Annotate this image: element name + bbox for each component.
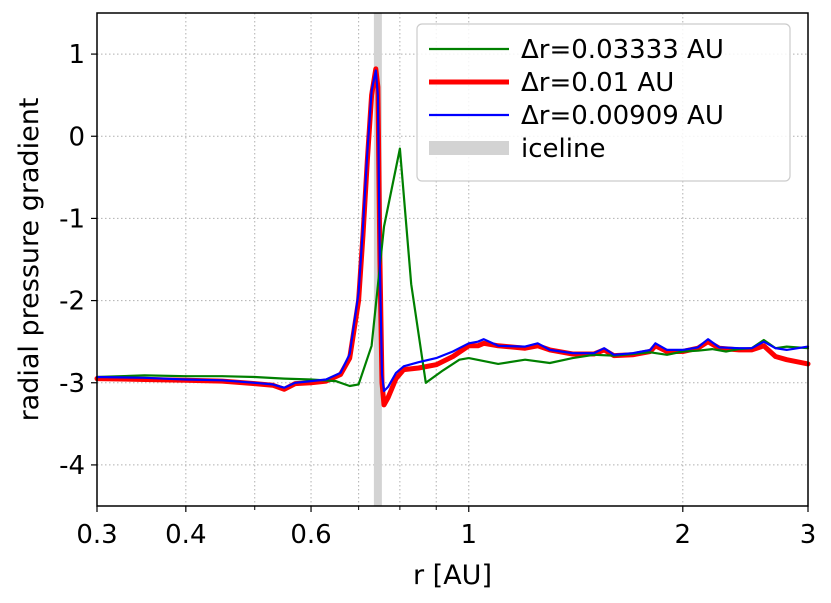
y-tick-label: -3 <box>59 369 85 399</box>
legend-box <box>416 23 791 182</box>
series-line-2 <box>94 66 811 408</box>
legend-swatch-iceline <box>429 141 509 155</box>
x-tick-label: 0.6 <box>290 520 331 550</box>
axis-ticks: 0.3 0.4 0.6 1 2 3 1 0 -1 -2 -3 -4 <box>59 40 816 550</box>
y-tick-label: -2 <box>59 287 85 317</box>
y-tick-label: -4 <box>59 451 85 481</box>
legend-label: Δr=0.01 AU <box>521 68 674 98</box>
x-axis-label: r [AU] <box>413 560 492 591</box>
y-tick-label: -1 <box>59 204 85 234</box>
plot-frame <box>96 12 809 507</box>
series-line-3 <box>95 69 810 393</box>
legend-label: Δr=0.03333 AU <box>521 35 724 65</box>
y-tick-label: 1 <box>68 40 85 70</box>
legend-label: Δr=0.00909 AU <box>521 101 724 131</box>
series-lines <box>94 66 811 408</box>
series-line-1 <box>95 147 810 388</box>
x-tick-label: 2 <box>675 520 692 550</box>
x-tick-label: 0.3 <box>76 520 117 550</box>
x-tick-label: 1 <box>460 520 477 550</box>
x-tick-label: 3 <box>800 520 817 550</box>
y-axis-label: radial pressure gradient <box>14 98 45 422</box>
legend-label: iceline <box>521 134 605 164</box>
y-tick-label: 0 <box>68 122 85 152</box>
x-tick-label: 0.4 <box>165 520 206 550</box>
